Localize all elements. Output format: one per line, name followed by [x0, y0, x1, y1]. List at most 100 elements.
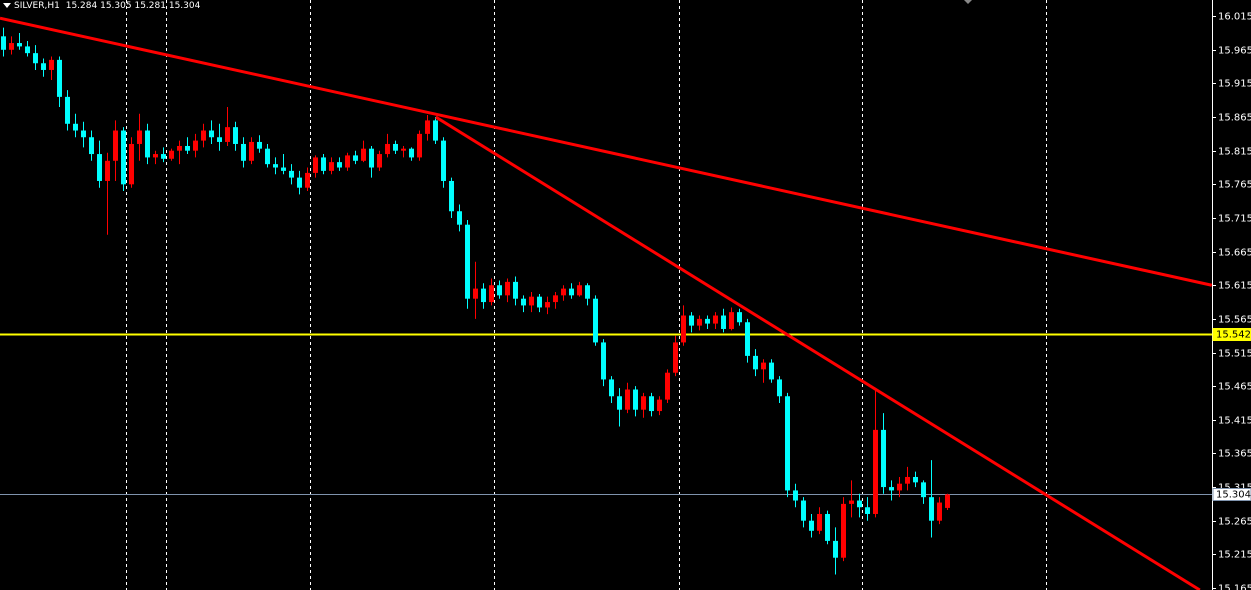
candle-body: [377, 154, 382, 168]
candle-body: [209, 130, 214, 138]
candle-body: [601, 342, 606, 380]
candle-body: [625, 389, 630, 410]
candle-body: [761, 362, 766, 370]
candle-body: [537, 296, 542, 308]
candle-body: [697, 318, 702, 326]
candle-body: [881, 429, 886, 488]
candle-body: [313, 157, 318, 173]
candle-body: [169, 150, 174, 159]
price-label: 15.542: [1216, 330, 1251, 341]
y-tick-label: 15.365: [1218, 449, 1251, 460]
y-tick-label: 15.865: [1218, 113, 1251, 124]
candle-body: [921, 482, 926, 498]
candle-body: [273, 164, 278, 168]
candle-body: [473, 288, 478, 299]
scroll-marker: [964, 0, 972, 4]
header-low: 15.281: [134, 1, 166, 11]
candle-body: [321, 157, 326, 171]
y-tick-label: 15.465: [1218, 382, 1251, 393]
candle-body: [713, 315, 718, 324]
candle-body: [281, 167, 286, 171]
candle-body: [825, 513, 830, 541]
candle-body: [569, 288, 574, 296]
candle-body: [297, 177, 302, 188]
candle-body: [817, 513, 822, 531]
candle-body: [721, 315, 726, 329]
y-tick-label: 15.765: [1218, 180, 1251, 191]
candle-body: [409, 148, 414, 158]
candle-body: [689, 315, 694, 326]
candle-body: [441, 140, 446, 181]
candle-body: [385, 143, 390, 155]
candle-body: [465, 224, 470, 299]
trendline: [0, 16, 1213, 287]
candle-body: [633, 389, 638, 410]
candle-body: [873, 429, 878, 514]
candle-body: [481, 288, 486, 303]
candle-body: [33, 53, 38, 64]
candle-body: [737, 312, 742, 323]
candle-body: [641, 396, 646, 410]
candle-body: [17, 43, 22, 47]
candle-body: [137, 130, 142, 144]
candle-body: [617, 396, 622, 410]
y-tick-label: 15.265: [1218, 517, 1251, 528]
candle-body: [265, 148, 270, 165]
candle-body: [329, 162, 334, 171]
candle-body: [665, 372, 670, 400]
candle-body: [577, 285, 582, 296]
candle-body: [505, 281, 510, 296]
y-tick-label: 16.015: [1218, 12, 1251, 23]
candle-body: [857, 500, 862, 508]
y-tick-label: 15.415: [1218, 416, 1251, 427]
candle-body: [809, 520, 814, 531]
candle-body: [89, 137, 94, 155]
candle-body: [545, 302, 550, 308]
candle-body: [153, 154, 158, 158]
header-high: 15.305: [100, 1, 132, 11]
menu-arrow[interactable]: [3, 3, 11, 8]
candle-body: [905, 476, 910, 484]
candle-body: [753, 355, 758, 370]
candle-body: [177, 145, 182, 151]
candle-body: [593, 298, 598, 343]
candle-body: [657, 399, 662, 412]
candle-body: [105, 160, 110, 181]
candle-body: [777, 379, 782, 397]
grid: [126, 0, 1047, 590]
candle-body: [489, 285, 494, 303]
candle-body: [929, 497, 934, 521]
candle-body: [913, 476, 918, 483]
candle-body: [729, 312, 734, 329]
candle-body: [849, 500, 854, 504]
candle-body: [249, 141, 254, 161]
y-tick-label: 15.965: [1218, 46, 1251, 57]
price-label-box: [1212, 328, 1251, 341]
price-axis: 16.015 15.965 15.915 15.865 15.815 15.765 15.7…: [1212, 12, 1251, 590]
candle-body: [521, 298, 526, 306]
candle-body: [233, 127, 238, 144]
candle-body: [785, 396, 790, 491]
y-tick-label: 15.615: [1218, 281, 1251, 292]
candle-body: [497, 285, 502, 296]
candle-body: [681, 315, 686, 343]
trendline: [435, 115, 1201, 590]
candle-body: [345, 155, 350, 168]
chart-header: SILVER,H1 15.284 15.305 15.281 15.304: [14, 1, 201, 11]
candle-body: [369, 148, 374, 168]
candle-body: [1, 36, 6, 50]
candle-body: [393, 143, 398, 151]
candle-body: [425, 120, 430, 134]
symbol-title: SILVER,H1: [14, 1, 60, 11]
candles: [1, 27, 950, 575]
y-tick-label: 15.665: [1218, 248, 1251, 259]
candle-body: [585, 285, 590, 299]
candle-body: [673, 342, 678, 373]
candle-body: [41, 63, 46, 70]
y-tick-label: 15.915: [1218, 79, 1251, 90]
y-tick-label: 15.565: [1218, 315, 1251, 326]
candle-body: [113, 130, 118, 161]
candle-body: [793, 490, 798, 501]
